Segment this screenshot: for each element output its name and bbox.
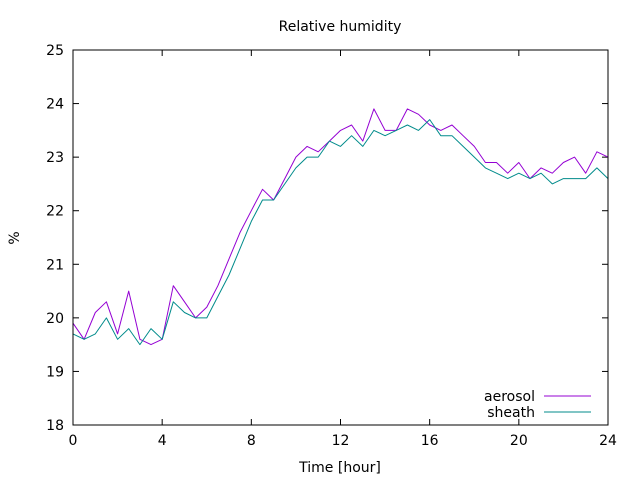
legend-label-sheath: sheath [487,405,535,421]
x-tick-label: 20 [510,433,528,449]
y-tick-label: 22 [46,204,64,220]
x-tick-label: 4 [158,433,167,449]
chart-title: Relative humidity [279,19,402,35]
y-axis-label: % [7,231,23,244]
plot-frame [72,49,609,426]
x-tick-label: 16 [421,433,439,449]
series-layer [72,108,609,346]
x-tick-label: 0 [69,433,78,449]
series-line-aerosol [72,108,609,346]
y-tick-label: 20 [46,311,64,327]
y-tick-label: 24 [46,97,64,113]
x-tick-label: 24 [599,433,617,449]
y-tick-label: 19 [46,364,64,380]
x-axis-label: Time [hour] [298,460,381,476]
x-tick-label: 8 [247,433,256,449]
y-tick-label: 25 [46,43,64,59]
series-line-sheath [72,119,609,346]
y-tick-label: 18 [46,418,64,434]
y-tick-label: 23 [46,150,64,166]
x-tick-label: 12 [332,433,350,449]
legend-label-aerosol: aerosol [484,389,535,405]
y-tick-label: 21 [46,257,64,273]
